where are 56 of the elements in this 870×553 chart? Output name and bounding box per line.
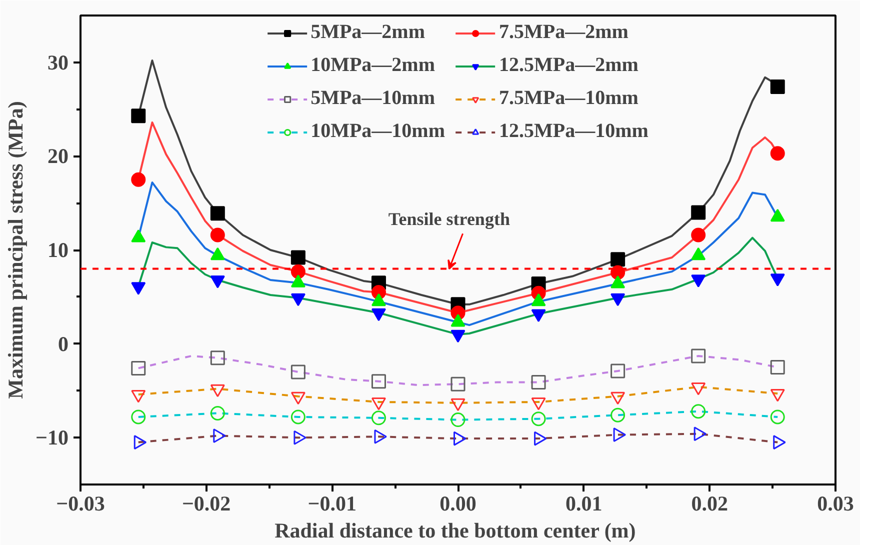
point bbox=[371, 410, 386, 426]
point bbox=[213, 428, 226, 443]
point bbox=[770, 146, 785, 161]
y-axis-title: Maximum principal stress (MPa) bbox=[4, 101, 28, 399]
point bbox=[610, 252, 626, 267]
point bbox=[131, 108, 146, 124]
x-tick-label: −0.03 bbox=[56, 492, 105, 516]
point bbox=[770, 410, 785, 424]
legend-label: 12.5MPa—2mm bbox=[499, 54, 638, 77]
point bbox=[610, 364, 626, 378]
line-series bbox=[137, 410, 779, 421]
legend-label: 10MPa—2mm bbox=[310, 54, 435, 77]
point bbox=[773, 435, 786, 450]
point bbox=[613, 428, 626, 442]
point bbox=[531, 412, 546, 426]
legend-label: 5MPa—10mm bbox=[310, 87, 435, 110]
point bbox=[531, 375, 546, 390]
x-tick-label: −0.02 bbox=[182, 492, 231, 516]
point bbox=[131, 410, 146, 424]
point bbox=[450, 412, 466, 428]
annotation: Tensile strength bbox=[388, 208, 510, 229]
x-tick-label: 0.03 bbox=[817, 492, 854, 516]
point bbox=[610, 408, 626, 422]
legend-label: 5MPa—2mm bbox=[310, 21, 425, 44]
y-tick-label: 10 bbox=[48, 238, 68, 262]
legend-label: 7.5MPa—10mm bbox=[499, 87, 638, 110]
x-axis-title: Radial distance to the bottom center (m) bbox=[274, 518, 636, 542]
point bbox=[210, 406, 225, 420]
point bbox=[131, 172, 146, 187]
point bbox=[131, 360, 146, 376]
legend-label: 10MPa—10mm bbox=[310, 120, 445, 143]
x-tick-label: 0.01 bbox=[565, 492, 602, 516]
y-tick-label: −10 bbox=[36, 426, 68, 450]
point bbox=[210, 206, 225, 221]
y-tick-label: 30 bbox=[48, 50, 68, 74]
legend-label: 7.5MPa—2mm bbox=[499, 21, 628, 44]
point bbox=[290, 410, 306, 424]
x-tick-label: 0.00 bbox=[440, 492, 476, 516]
point bbox=[770, 360, 785, 374]
point bbox=[453, 431, 466, 446]
point bbox=[290, 364, 306, 380]
point bbox=[210, 350, 225, 366]
point bbox=[371, 374, 386, 389]
legend-label: 12.5MPa—10mm bbox=[499, 120, 648, 143]
point bbox=[210, 228, 225, 242]
point bbox=[290, 250, 306, 265]
x-tick-label: 0.02 bbox=[691, 492, 728, 516]
y-tick-label: 20 bbox=[48, 144, 68, 168]
point bbox=[691, 404, 706, 419]
point bbox=[770, 80, 785, 94]
x-tick-label: −0.01 bbox=[308, 492, 357, 516]
point bbox=[450, 376, 466, 392]
point bbox=[691, 228, 706, 242]
y-tick-label: 0 bbox=[58, 332, 68, 356]
point bbox=[691, 348, 706, 364]
point bbox=[691, 205, 706, 220]
